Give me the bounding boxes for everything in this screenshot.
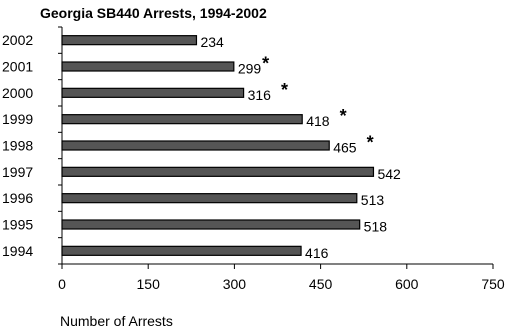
bar [61, 114, 303, 125]
bar [61, 140, 330, 151]
data-label: 299 [238, 61, 262, 77]
bar [61, 87, 245, 98]
data-label: 513 [361, 192, 385, 208]
y-tick-label: 2000 [2, 85, 33, 101]
x-tick-label: 450 [309, 276, 333, 292]
data-label: 416 [305, 245, 329, 261]
data-label: 542 [377, 166, 401, 182]
y-tick-label: 1999 [2, 111, 33, 127]
x-tick-label: 0 [58, 276, 66, 292]
bar [61, 166, 375, 177]
data-label: 418 [306, 113, 330, 129]
y-tick-label: 1994 [2, 243, 33, 259]
bar [61, 193, 358, 204]
y-tick-label: 1995 [2, 217, 33, 233]
y-tick-label: 2001 [2, 59, 33, 75]
annotation-asterisk: * [340, 106, 347, 126]
chart-title: Georgia SB440 Arrests, 1994-2002 [40, 5, 267, 21]
data-label: 518 [364, 219, 388, 235]
x-tick-label: 750 [481, 276, 505, 292]
y-tick-label: 1998 [2, 138, 33, 154]
x-tick-label: 150 [137, 276, 161, 292]
bar [61, 61, 235, 72]
x-tick-label: 600 [395, 276, 419, 292]
data-label: 234 [200, 34, 224, 50]
annotation-asterisk: * [367, 133, 374, 153]
x-axis-label: Number of Arrests [60, 313, 173, 329]
bar [61, 219, 361, 230]
y-tick-label: 2002 [2, 32, 33, 48]
annotation-asterisk: * [262, 54, 269, 74]
data-label: 316 [248, 87, 272, 103]
annotation-asterisk: * [281, 80, 288, 100]
x-tick-label: 300 [223, 276, 247, 292]
y-tick-label: 1996 [2, 190, 33, 206]
bar [61, 35, 198, 46]
y-tick-label: 1997 [2, 164, 33, 180]
data-label: 465 [333, 140, 357, 156]
bar [61, 245, 302, 256]
